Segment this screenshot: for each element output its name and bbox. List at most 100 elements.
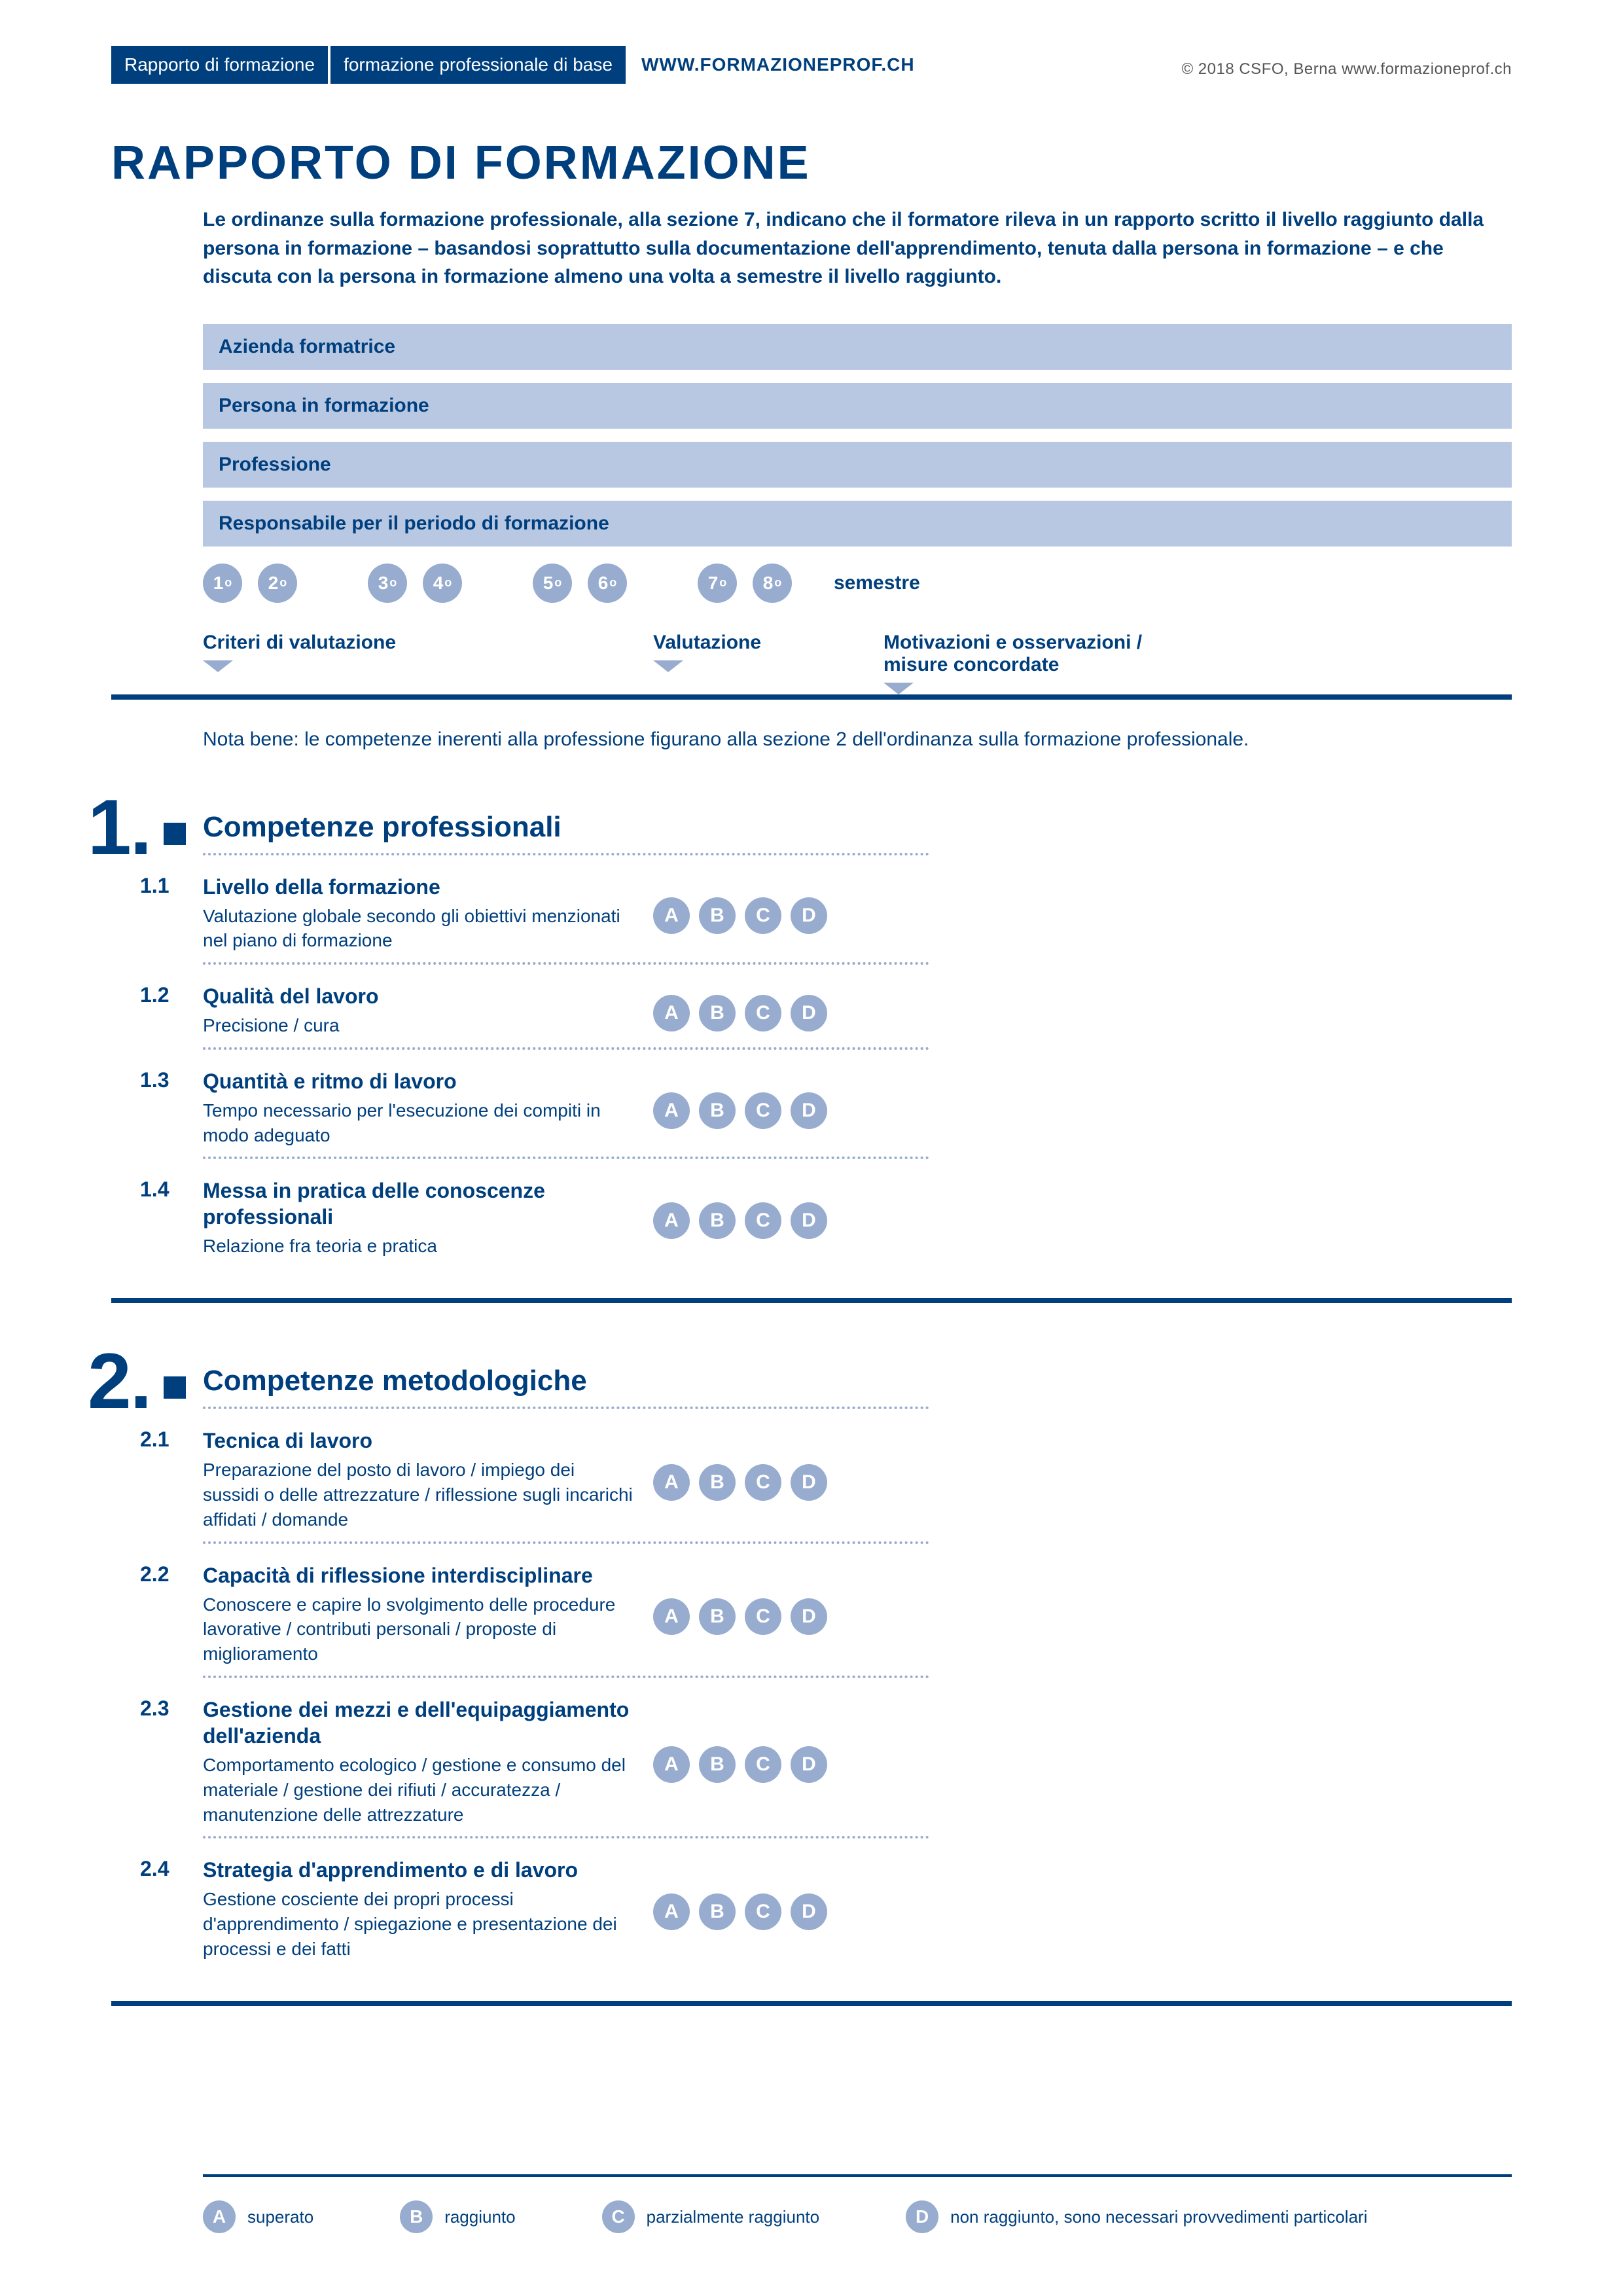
- rating-group: ABCD: [653, 874, 876, 954]
- legend-item: Dnon raggiunto, sono necessari provvedim…: [906, 2200, 1367, 2233]
- section: 2.Competenze metodologiche2.1Tecnica di …: [203, 1336, 1512, 1962]
- criteria-row: 1.4Messa in pratica delle conoscenze pro…: [203, 1168, 1512, 1259]
- criteria-number: 2.3: [140, 1696, 203, 1827]
- rating-pill-a[interactable]: A: [653, 1746, 690, 1783]
- rating-group: ABCD: [653, 1068, 876, 1148]
- semester-row: 1o2o3o4o5o6o7o8osemestre: [203, 564, 1512, 603]
- rating-pill-c[interactable]: C: [745, 1893, 781, 1930]
- criteria-number: 2.1: [140, 1427, 203, 1532]
- form-field[interactable]: Azienda formatrice: [203, 324, 1512, 370]
- form-field[interactable]: Persona in formazione: [203, 383, 1512, 429]
- semester-badge[interactable]: 4o: [423, 564, 462, 603]
- legend-label: non raggiunto, sono necessari provvedime…: [950, 2207, 1367, 2227]
- rating-pill-c[interactable]: C: [745, 1202, 781, 1239]
- criteria-row: 2.2Capacità di riflessione interdiscipli…: [203, 1553, 1512, 1666]
- criteria-desc: Precisione / cura: [203, 1013, 633, 1038]
- legend-badge: C: [602, 2200, 635, 2233]
- criteria-number: 1.2: [140, 983, 203, 1038]
- criteria-row: 1.2Qualità del lavoroPrecisione / curaAB…: [203, 974, 1512, 1038]
- legend-item: Braggiunto: [400, 2200, 515, 2233]
- rating-pill-a[interactable]: A: [653, 1092, 690, 1129]
- criteria-desc: Preparazione del posto di lavoro / impie…: [203, 1458, 633, 1532]
- rating-pill-b[interactable]: B: [699, 1893, 736, 1930]
- semester-badge[interactable]: 1o: [203, 564, 242, 603]
- criteria-row: 2.4Strategia d'apprendimento e di lavoro…: [203, 1848, 1512, 1961]
- criteria-title: Quantità e ritmo di lavoro: [203, 1068, 633, 1094]
- legend-label: raggiunto: [444, 2207, 515, 2227]
- criteria-title: Tecnica di lavoro: [203, 1427, 633, 1454]
- legend: AsuperatoBraggiuntoCparzialmente raggiun…: [203, 2174, 1512, 2233]
- semester-badge[interactable]: 8o: [753, 564, 792, 603]
- rating-pill-b[interactable]: B: [699, 1746, 736, 1783]
- column-head: Criteri di valutazione: [203, 632, 653, 694]
- section: 1.Competenze professionali1.1Livello del…: [203, 782, 1512, 1259]
- legend-badge: B: [400, 2200, 433, 2233]
- semester-badge[interactable]: 7o: [698, 564, 737, 603]
- criteria-number: 2.2: [140, 1562, 203, 1666]
- rating-group: ABCD: [653, 1857, 876, 1961]
- rating-pill-a[interactable]: A: [653, 1893, 690, 1930]
- rating-pill-c[interactable]: C: [745, 1746, 781, 1783]
- sections: 1.Competenze professionali1.1Livello del…: [203, 782, 1512, 2006]
- criteria-title: Gestione dei mezzi e dell'equipaggiament…: [203, 1696, 633, 1749]
- legend-item: Asuperato: [203, 2200, 313, 2233]
- rating-pill-b[interactable]: B: [699, 1092, 736, 1129]
- rating-pill-d[interactable]: D: [791, 1893, 827, 1930]
- rating-pill-c[interactable]: C: [745, 1092, 781, 1129]
- rating-pill-c[interactable]: C: [745, 1598, 781, 1635]
- rating-pill-a[interactable]: A: [653, 1202, 690, 1239]
- intro-text: Le ordinanze sulla formazione profession…: [203, 206, 1512, 291]
- rating-pill-d[interactable]: D: [791, 1464, 827, 1501]
- column-head: Motivazioni e osservazioni /misure conco…: [883, 632, 1250, 694]
- header-part-1: Rapporto di formazione: [111, 46, 328, 84]
- legend-label: superato: [247, 2207, 313, 2227]
- arrow-down-icon: [883, 683, 1250, 694]
- rating-pill-b[interactable]: B: [699, 1464, 736, 1501]
- rating-pill-a[interactable]: A: [653, 897, 690, 934]
- rating-group: ABCD: [653, 983, 876, 1038]
- criteria-title: Capacità di riflessione interdisciplinar…: [203, 1562, 633, 1588]
- header-part-2: formazione professionale di base: [330, 46, 626, 84]
- rating-group: ABCD: [653, 1562, 876, 1666]
- criteria-number: 2.4: [140, 1857, 203, 1961]
- rating-pill-d[interactable]: D: [791, 1746, 827, 1783]
- criteria-desc: Relazione fra teoria e pratica: [203, 1234, 633, 1259]
- rating-pill-a[interactable]: A: [653, 1464, 690, 1501]
- criteria-desc: Comportamento ecologico / gestione e con…: [203, 1753, 633, 1827]
- rating-pill-c[interactable]: C: [745, 995, 781, 1031]
- section-divider: [111, 2001, 1512, 2006]
- rating-pill-b[interactable]: B: [699, 1598, 736, 1635]
- column-heads: Criteri di valutazioneValutazioneMotivaz…: [203, 632, 1512, 694]
- rating-pill-a[interactable]: A: [653, 995, 690, 1031]
- semester-badge[interactable]: 3o: [368, 564, 407, 603]
- rating-pill-c[interactable]: C: [745, 1464, 781, 1501]
- rating-pill-d[interactable]: D: [791, 897, 827, 934]
- criteria-title: Messa in pratica delle conoscenze profes…: [203, 1177, 633, 1230]
- form-field[interactable]: Responsabile per il periodo di formazion…: [203, 501, 1512, 547]
- form-fields: Azienda formatrice Persona in formazione P…: [203, 324, 1512, 547]
- arrow-down-icon: [653, 660, 883, 672]
- rating-pill-d[interactable]: D: [791, 1202, 827, 1239]
- criteria-row: 1.1Livello della formazioneValutazione g…: [203, 865, 1512, 954]
- rating-pill-d[interactable]: D: [791, 1092, 827, 1129]
- rating-pill-a[interactable]: A: [653, 1598, 690, 1635]
- rating-pill-b[interactable]: B: [699, 1202, 736, 1239]
- page-title: RAPPORTO DI FORMAZIONE: [111, 136, 1512, 190]
- criteria-row: 2.3Gestione dei mezzi e dell'equipaggiam…: [203, 1687, 1512, 1827]
- semester-badge[interactable]: 2o: [258, 564, 297, 603]
- criteria-number: 1.1: [140, 874, 203, 954]
- form-field[interactable]: Professione: [203, 442, 1512, 488]
- note-text: Nota bene: le competenze inerenti alla p…: [203, 726, 1512, 753]
- rating-pill-b[interactable]: B: [699, 995, 736, 1031]
- semester-badge[interactable]: 6o: [588, 564, 627, 603]
- rating-pill-d[interactable]: D: [791, 1598, 827, 1635]
- arrow-down-icon: [203, 660, 653, 672]
- rating-pill-d[interactable]: D: [791, 995, 827, 1031]
- section-divider: [111, 1298, 1512, 1303]
- section-number: 1.: [88, 782, 186, 872]
- semester-badge[interactable]: 5o: [533, 564, 572, 603]
- criteria-title: Qualità del lavoro: [203, 983, 633, 1009]
- rating-pill-b[interactable]: B: [699, 897, 736, 934]
- header-url: WWW.FORMAZIONEPROF.CH: [628, 46, 928, 84]
- rating-pill-c[interactable]: C: [745, 897, 781, 934]
